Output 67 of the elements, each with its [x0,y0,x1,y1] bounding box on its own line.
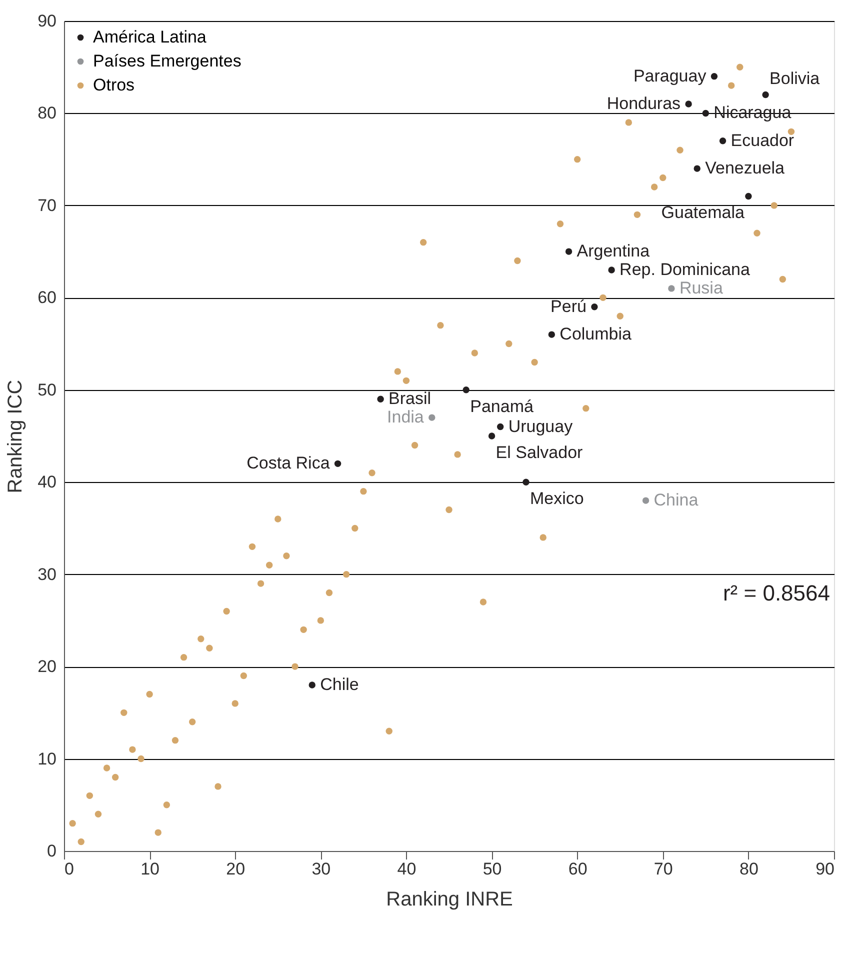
annotation: Costa Rica [246,454,330,473]
annotation: Ecuador [730,130,794,150]
annotation: Uruguay [508,416,574,436]
point [462,386,470,394]
annotation: Rusia [679,278,724,298]
annotation: India [387,408,424,427]
x-tick-label: 30 [312,860,331,878]
annotation: Venezuela [705,158,786,178]
annotation: Rep. Dominicana [620,260,750,279]
legend-label: Otros [93,76,135,94]
x-axis-title: Ranking INRE [386,888,513,910]
annotation: Columbia [560,324,632,344]
annotation: Honduras [606,94,681,113]
point [308,682,316,688]
annotation: Argentina [576,242,650,261]
legend-label: América Latina [93,28,207,46]
y-axis-title: Ranking ICC [4,380,27,494]
y-tick-label: 70 [38,196,56,215]
annotation: Bolivia [770,68,820,88]
point [694,165,700,172]
point [496,423,504,430]
legend-label: Países Emergentes [93,52,242,70]
annotation: Panamá [470,396,534,416]
x-tick-label: 90 [816,860,834,878]
point [428,414,436,421]
point [702,110,710,117]
x-tick-label: 40 [397,860,416,878]
y-tick-label: 40 [38,472,56,492]
x-tick-label: 50 [482,860,502,878]
point [608,266,615,274]
y-tick-label: 10 [38,749,56,768]
point [334,460,342,468]
y-tick-label: 20 [38,657,56,676]
y-tick-label: 60 [38,288,56,308]
annotation: Perú [550,296,586,316]
annotation: China [654,490,699,510]
point [745,192,752,200]
y-tick-label: 80 [38,104,56,123]
x-tick-label: 20 [226,860,246,878]
annotation: Chile [320,675,359,694]
y-tick-label: 50 [38,380,56,400]
point [685,100,692,108]
annotation: Paraguay [633,66,707,86]
x-tick-label: 0 [64,860,74,878]
x-tick-label: 80 [739,860,758,878]
point [488,432,496,440]
y-tick-label: 0 [47,842,56,860]
annotation: r² = 0.8564 [722,580,830,606]
point [762,91,769,98]
point [719,138,726,144]
y-tick-label: 90 [38,12,56,30]
annotation: Mexico [530,489,584,508]
point [668,285,675,292]
point [548,331,556,338]
x-tick-label: 70 [654,860,673,878]
annotation: Brasil [388,389,432,408]
x-tick-label: 60 [568,860,588,878]
annotation: El Salvador [496,443,584,462]
point [522,478,530,486]
point [591,304,598,310]
annotation: Guatemala [661,203,745,222]
point [377,396,384,402]
point [565,248,572,255]
point [710,72,718,80]
x-tick-label: 10 [140,860,160,878]
y-tick-label: 30 [38,564,56,584]
point [642,497,650,504]
